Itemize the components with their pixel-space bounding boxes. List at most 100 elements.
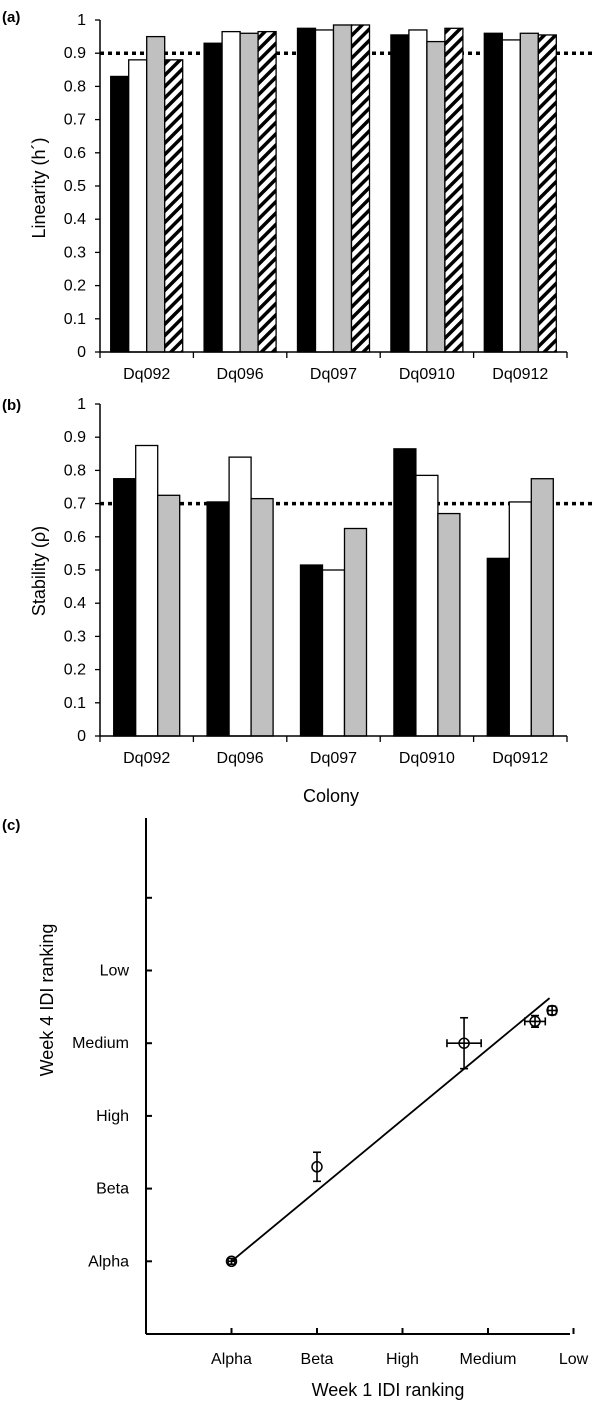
a-y-tick-label: 0.6: [64, 145, 86, 162]
panel-c-points: [225, 1004, 558, 1268]
c-point-marker: [311, 1161, 323, 1173]
a-bar-s1-Dq0912: [501, 39, 521, 353]
c-y-tick-label-Alpha: Alpha: [88, 1253, 129, 1270]
c-point-4: [546, 1004, 558, 1017]
b-x-tick-label-Dq0910: Dq0910: [399, 750, 455, 767]
c-x-tick-label-Medium: Medium: [460, 1351, 517, 1368]
b-bar-s2-Dq097: [343, 527, 368, 737]
b-bar-s0-Dq092: [113, 478, 137, 737]
a-bar-s2-Dq096: [239, 32, 259, 353]
b-y-tick-label: 0.9: [64, 429, 86, 446]
a-bar-s1-Dq097: [314, 29, 335, 353]
c-point-1: [311, 1151, 323, 1183]
a-bar-s0-Dq097: [296, 27, 317, 353]
b-y-tick-label: 1: [77, 396, 86, 413]
c-point-marker: [546, 1004, 558, 1017]
a-x-tick-label-Dq0910: Dq0910: [399, 366, 455, 383]
a-y-tick-label: 1: [77, 12, 86, 29]
panel-c-label: (c): [2, 817, 20, 834]
a-y-tick-label: 0.8: [64, 78, 86, 95]
panel-a-y-ticks: 0 0.1 0.2 0.3 0.4 0.5 0.6 0.7 0.8 0.9 1: [64, 12, 100, 361]
c-y-tick-label-Beta: Beta: [96, 1181, 129, 1198]
panel-b-bars: [113, 444, 554, 737]
panel-c-x-ticks: Alpha Beta High Medium Low: [145, 1328, 589, 1368]
b-bar-s2-Dq0910: [437, 512, 461, 737]
a-y-tick-label: 0.3: [64, 244, 86, 261]
b-bar-s2-Dq092: [157, 494, 181, 737]
c-point-2: [446, 1016, 482, 1070]
a-y-tick-label: 0.1: [64, 311, 86, 328]
b-x-tick-label-Dq0912: Dq0912: [492, 750, 548, 767]
panel-c-y-axis-title: Week 4 IDI ranking: [37, 924, 57, 1077]
a-x-tick-label-Dq097: Dq097: [310, 366, 357, 383]
panel-a-bars: [110, 24, 557, 353]
a-bar-s0-Dq0910: [390, 34, 410, 353]
a-bar-s3-Dq097: [350, 24, 371, 353]
a-bar-s2-Dq092: [146, 35, 166, 353]
a-y-tick-label: 0.9: [64, 45, 86, 62]
panel-a-y-axis-title: Linearity (h´): [29, 137, 49, 238]
b-bar-s0-Dq0910: [393, 448, 417, 737]
b-y-tick-label: 0.5: [64, 562, 86, 579]
a-bar-s2-Dq0910: [426, 40, 446, 353]
a-y-tick-label: 0.2: [64, 278, 86, 295]
c-point-marker: [225, 1255, 238, 1268]
b-y-tick-label: 0.6: [64, 529, 86, 546]
b-bar-s0-Dq0912: [486, 557, 510, 737]
b-bar-s1-Dq0910: [415, 474, 439, 737]
a-y-tick-label: 0.5: [64, 178, 86, 195]
b-bar-s2-Dq0912: [530, 478, 554, 737]
b-bar-s1-Dq097: [321, 569, 346, 737]
b-y-tick-label: 0.1: [64, 695, 86, 712]
a-bar-s3-Dq0910: [444, 27, 464, 353]
b-y-tick-label: 0.2: [64, 662, 86, 679]
panel-b-stability-chart: (b) Stability (ρ) Colony 0 0.1 0.2 0.3 0.4 0.…: [2, 396, 592, 806]
panel-c-axes: [145, 818, 570, 1335]
b-bar-s0-Dq096: [206, 501, 230, 737]
c-x-tick-label-Low: Low: [559, 1351, 589, 1368]
a-x-tick-label-Dq096: Dq096: [217, 366, 264, 383]
c-point-0: [225, 1255, 238, 1268]
b-y-tick-label: 0.4: [64, 595, 86, 612]
panel-a-linearity-chart: (a) Linearity (h´) 0 0.1 0.2 0.3 0.4 0.5 0.6 0.…: [2, 9, 592, 383]
b-bar-s1-Dq092: [135, 444, 159, 737]
b-y-tick-label: 0.3: [64, 628, 86, 645]
b-x-tick-label-Dq097: Dq097: [310, 750, 357, 767]
a-x-tick-label-Dq0912: Dq0912: [492, 366, 548, 383]
panel-b-y-ticks: 0 0.1 0.2 0.3 0.4 0.5 0.6 0.7 0.8 0.9 1: [64, 396, 100, 745]
a-y-tick-label: 0: [77, 344, 86, 361]
a-bar-s1-Dq092: [128, 59, 148, 353]
c-point-3: [523, 1014, 547, 1029]
a-bar-s2-Dq097: [332, 24, 353, 353]
panel-c-fit-line: [230, 997, 551, 1262]
panel-b-x-ticks: Dq092 Dq096 Dq097 Dq0910 Dq0912: [99, 736, 568, 767]
panel-b-y-axis-title: Stability (ρ): [29, 526, 49, 616]
c-regression-line: [230, 997, 551, 1262]
panel-b-label: (b): [2, 397, 21, 414]
panel-c-y-ticks: Alpha Beta High Medium Low: [72, 896, 152, 1335]
c-y-tick-label-Low: Low: [100, 963, 130, 980]
a-x-tick-label-Dq092: Dq092: [123, 366, 170, 383]
a-bar-s1-Dq096: [221, 30, 241, 353]
c-x-tick-label-High: High: [386, 1351, 419, 1368]
a-bar-s0-Dq092: [110, 75, 130, 353]
panel-c-x-axis-title: Week 1 IDI ranking: [312, 1380, 465, 1400]
c-x-tick-label-Alpha: Alpha: [211, 1351, 252, 1368]
panel-a-x-ticks: Dq092 Dq096 Dq097 Dq0910 Dq0912: [99, 352, 568, 383]
b-bar-s1-Dq096: [228, 456, 252, 737]
a-bar-s3-Dq092: [164, 59, 184, 353]
a-bar-s2-Dq0912: [519, 32, 539, 353]
c-x-tick-label-Beta: Beta: [301, 1351, 334, 1368]
a-bar-s1-Dq0910: [408, 29, 428, 353]
panel-a-label: (a): [2, 9, 20, 26]
b-bar-s0-Dq097: [299, 564, 324, 737]
panel-b-x-axis-title: Colony: [303, 786, 359, 806]
b-x-tick-label-Dq092: Dq092: [123, 750, 170, 767]
a-bar-s0-Dq096: [203, 42, 223, 353]
a-y-tick-label: 0.7: [64, 112, 86, 129]
a-y-tick-label: 0.4: [64, 211, 86, 228]
a-bar-s3-Dq096: [257, 30, 277, 353]
c-y-tick-label-High: High: [96, 1108, 129, 1125]
a-bar-s3-Dq0912: [537, 34, 557, 353]
